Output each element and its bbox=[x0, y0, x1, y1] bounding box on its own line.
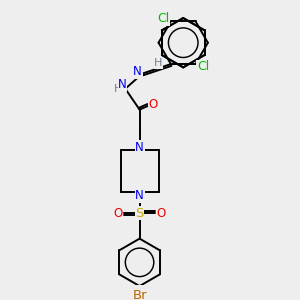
Text: N: N bbox=[135, 141, 144, 154]
Text: N: N bbox=[133, 65, 142, 78]
Text: O: O bbox=[157, 206, 166, 220]
Text: O: O bbox=[148, 98, 158, 111]
Text: Br: Br bbox=[132, 289, 147, 300]
Text: H: H bbox=[154, 58, 163, 68]
Text: N: N bbox=[118, 78, 127, 92]
Text: O: O bbox=[113, 206, 122, 220]
Text: Cl: Cl bbox=[197, 60, 209, 74]
Text: Cl: Cl bbox=[157, 12, 170, 25]
Text: H: H bbox=[114, 84, 122, 94]
Text: N: N bbox=[135, 189, 144, 203]
Text: S: S bbox=[135, 206, 144, 220]
